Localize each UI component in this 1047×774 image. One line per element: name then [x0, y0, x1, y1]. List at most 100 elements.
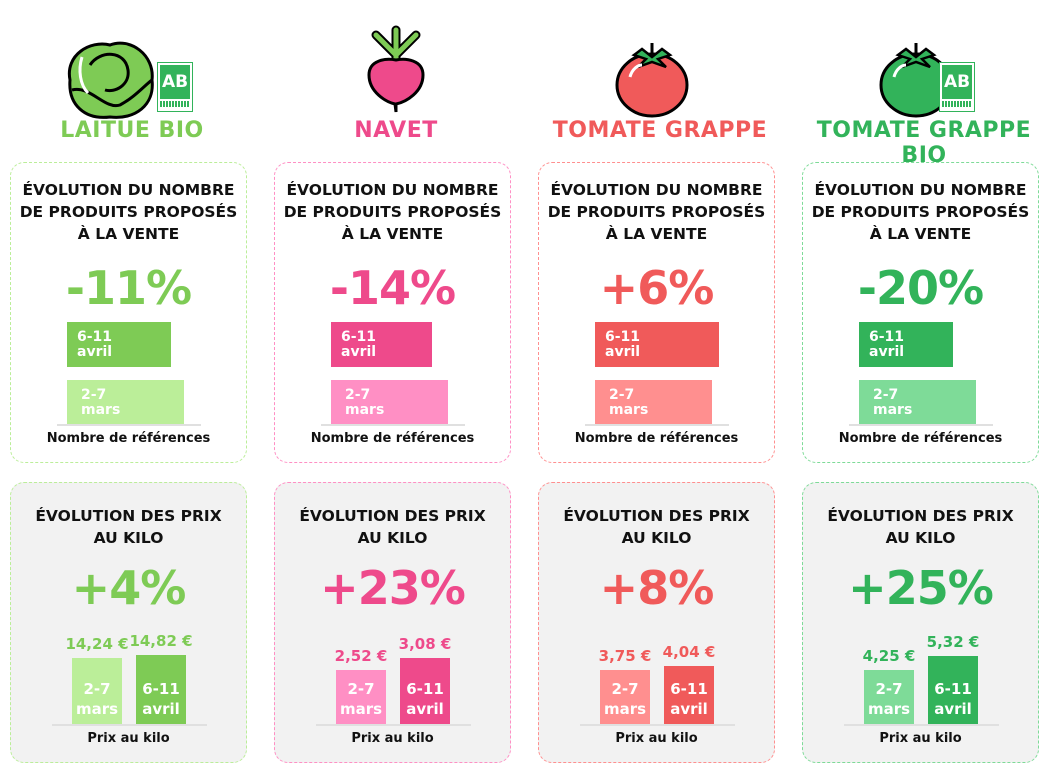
bar-label: 2-7: [609, 387, 635, 403]
bar-label: 6-11: [142, 679, 180, 698]
bar-label: avril: [77, 344, 113, 360]
title-line: ÉVOLUTION DES PRIX: [299, 507, 486, 525]
bar-label: mars: [609, 402, 649, 418]
title-line: AU KILO: [93, 529, 164, 547]
price-value-label: 3,08 €: [398, 635, 452, 653]
product-column: NAVET ÉVOLUTION DU NOMBRE DE PRODUITS PROP…: [264, 0, 528, 774]
count-bar-avril: 6-11 avril: [595, 322, 720, 367]
bar-label: avril: [869, 344, 905, 360]
count-axis-label: Nombre de références: [310, 431, 475, 446]
title-line: ÉVOLUTION DU NOMBRE: [286, 181, 499, 199]
price-bar-avril: 6-11 avril: [664, 665, 714, 724]
price-axis-line: [52, 724, 207, 726]
title-line: ÉVOLUTION DU NOMBRE: [814, 181, 1027, 199]
price-axis-label: Prix au kilo: [87, 731, 170, 746]
count-axis-line: [585, 424, 729, 426]
title-line: ÉVOLUTION DU NOMBRE: [550, 181, 763, 199]
organic-ab-logo: AB: [939, 62, 975, 112]
price-value-label: 14,24 €: [65, 635, 129, 653]
bar-label: avril: [670, 699, 708, 718]
count-card: ÉVOLUTION DU NOMBRE DE PRODUITS PROPOSÉS À…: [802, 162, 1039, 463]
count-axis-label: Nombre de références: [574, 431, 739, 446]
bar-label: 6-11: [605, 329, 641, 345]
lettuce-icon: [60, 35, 160, 129]
count-card-title: ÉVOLUTION DU NOMBRE DE PRODUITS PROPOSÉS À…: [11, 179, 246, 245]
bar-label: mars: [867, 700, 911, 718]
product-icon-area: [264, 20, 528, 115]
title-line: ÉVOLUTION DES PRIX: [35, 507, 222, 525]
count-axis-label: Nombre de références: [838, 431, 1003, 446]
price-value-label: 2,52 €: [334, 647, 388, 665]
price-bar-mars: 2-7 mars: [600, 670, 650, 724]
count-axis-line: [321, 424, 465, 426]
count-bar-mars: 2-7 mars: [331, 380, 448, 425]
count-axis-line: [57, 424, 201, 426]
count-bar-avril: 6-11 avril: [331, 322, 432, 367]
product-icon-area: [528, 20, 792, 118]
price-change: +8%: [599, 561, 715, 615]
count-bar-mars: 2-7 mars: [67, 380, 184, 425]
bar-label: mars: [339, 700, 383, 718]
title-line: ÉVOLUTION DU NOMBRE: [22, 181, 235, 199]
count-card: ÉVOLUTION DU NOMBRE DE PRODUITS PROPOSÉS À…: [274, 162, 511, 463]
title-line: À LA VENTE: [77, 225, 180, 243]
tomato-icon: [876, 35, 956, 124]
title-line: AU KILO: [357, 529, 428, 547]
count-change: -11%: [65, 261, 192, 315]
bar-label: 6-11: [406, 680, 444, 698]
tomato-icon: [612, 35, 692, 124]
price-axis-label: Prix au kilo: [615, 731, 698, 746]
count-card-title: ÉVOLUTION DU NOMBRE DE PRODUITS PROPOSÉS À…: [539, 179, 774, 245]
price-bar-mars: 2-7 mars: [72, 658, 122, 724]
count-change: -20%: [857, 261, 984, 315]
count-bar-avril: 6-11 avril: [859, 322, 953, 367]
count-card: ÉVOLUTION DU NOMBRE DE PRODUITS PROPOSÉS À…: [538, 162, 775, 463]
count-axis-line: [849, 424, 993, 426]
bar-label: 6-11: [934, 679, 972, 698]
bar-label: avril: [605, 344, 641, 360]
price-change: +23%: [320, 561, 466, 615]
bar-label: 2-7: [347, 680, 375, 698]
count-change: -14%: [329, 261, 456, 315]
title-line: AU KILO: [621, 529, 692, 547]
price-axis-label: Prix au kilo: [351, 731, 434, 746]
price-change: +25%: [848, 561, 994, 615]
bar-label: mars: [75, 700, 119, 718]
price-bar-mars: 2-7 mars: [336, 670, 386, 724]
price-axis-line: [844, 724, 999, 726]
price-card-title: ÉVOLUTION DES PRIX AU KILO: [11, 505, 246, 549]
price-card: ÉVOLUTION DES PRIX AU KILO +25% 2-7 mars 4,25…: [802, 482, 1039, 763]
product-name: LAITUE BIO: [60, 118, 204, 143]
bar-label: avril: [934, 699, 972, 718]
product-name: NAVET: [354, 118, 438, 143]
product-icon-area: AB: [792, 20, 1047, 118]
title-line: AU KILO: [885, 529, 956, 547]
count-card-title: ÉVOLUTION DU NOMBRE DE PRODUITS PROPOSÉS À…: [275, 179, 510, 245]
bar-label: mars: [345, 402, 385, 418]
product-icon-area: AB: [0, 20, 264, 119]
price-bar-avril: 6-11 avril: [400, 658, 450, 724]
bar-label: avril: [142, 699, 180, 718]
bar-label: 6-11: [670, 679, 708, 698]
price-bar-avril: 6-11 avril: [928, 656, 978, 724]
count-axis-label: Nombre de références: [46, 431, 211, 446]
title-line: DE PRODUITS PROPOSÉS: [283, 203, 502, 221]
bar-label: 6-11: [341, 329, 377, 345]
price-value-label: 5,32 €: [926, 633, 980, 652]
title-line: ÉVOLUTION DES PRIX: [827, 507, 1014, 525]
product-name: TOMATE GRAPPE: [552, 118, 768, 143]
title-line: DE PRODUITS PROPOSÉS: [811, 203, 1030, 221]
price-bar-mars: 2-7 mars: [864, 670, 914, 724]
price-value-label: 3,75 €: [598, 647, 652, 665]
count-change: +6%: [599, 261, 715, 315]
bar-label: avril: [406, 700, 444, 718]
price-axis-line: [580, 724, 735, 726]
bar-label: avril: [341, 344, 377, 360]
price-bar-avril: 6-11 avril: [136, 655, 186, 724]
price-card-title: ÉVOLUTION DES PRIX AU KILO: [803, 505, 1038, 549]
price-value-label: 4,25 €: [862, 647, 916, 665]
price-value-label: 4,04 €: [662, 642, 716, 661]
bar-label: mars: [603, 700, 647, 718]
bar-label: 2-7: [875, 680, 903, 698]
title-line: À LA VENTE: [869, 225, 972, 243]
